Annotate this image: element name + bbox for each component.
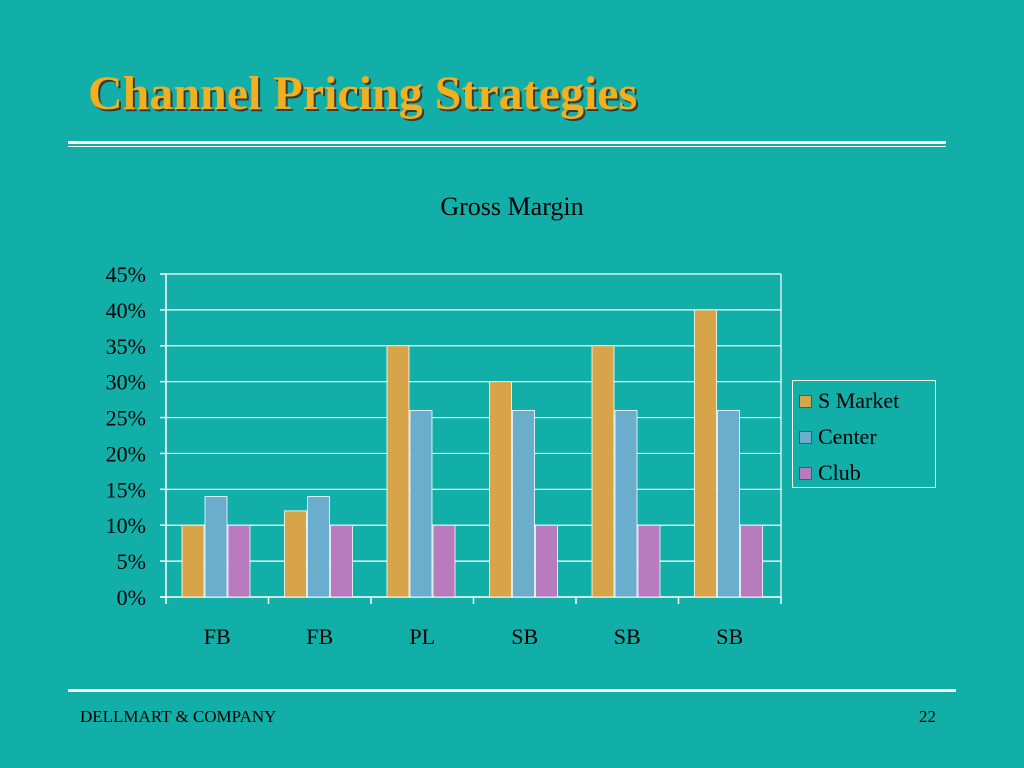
y-tick-label: 10%: [106, 513, 146, 538]
bar-club: [637, 524, 661, 598]
x-tick-label: PL: [409, 624, 435, 649]
y-tick-label: 40%: [106, 298, 146, 323]
bar-s-market: [489, 381, 512, 598]
legend-label-center: Center: [818, 424, 877, 449]
legend-label-club: Club: [818, 460, 861, 485]
legend-swatch-center: [799, 430, 812, 444]
legend-label-s-market: S Market: [818, 388, 900, 413]
axes: [160, 273, 782, 604]
page-number: 22: [919, 707, 936, 726]
bar-club: [740, 524, 763, 598]
legend-item-club: Club: [799, 458, 861, 488]
bar-s-market: [591, 345, 615, 598]
y-tick-label: 45%: [106, 262, 146, 287]
bar-club: [432, 524, 456, 598]
bar-club: [227, 524, 251, 598]
y-tick-label: 35%: [106, 334, 146, 359]
bar-club: [535, 524, 558, 598]
footer-company: DELLMART & COMPANY: [80, 707, 277, 726]
bar-s-market: [386, 345, 410, 598]
x-tick-label: SB: [716, 624, 743, 649]
bar-s-market: [181, 524, 205, 598]
gross-margin-chart: Gross Margin 0% 5% 10% 15% 20% 25% 30% 35% 40% 45…: [106, 192, 782, 649]
bar-center: [717, 409, 740, 598]
y-tick-label: 25%: [106, 406, 146, 431]
x-tick-label: SB: [511, 624, 538, 649]
bar-center: [307, 496, 330, 598]
bars: [181, 309, 763, 598]
chart-legend: S Market Center Club: [792, 380, 936, 488]
y-tick-label: 0%: [117, 585, 146, 610]
y-tick-label: 30%: [106, 370, 146, 395]
y-tick-label: 5%: [117, 549, 146, 574]
x-tick-label: FB: [306, 624, 333, 649]
bar-club: [330, 524, 353, 598]
x-tick-label: SB: [614, 624, 641, 649]
legend-item-center: Center: [799, 422, 877, 452]
legend-item-s-market: S Market: [799, 386, 899, 416]
bar-center: [512, 409, 535, 598]
legend-swatch-club: [799, 466, 812, 480]
y-tick-label: 20%: [106, 441, 146, 466]
bar-s-market: [284, 510, 307, 598]
legend-swatch-s-market: [799, 394, 812, 408]
chart-title: Gross Margin: [440, 192, 583, 221]
gridlines: [166, 273, 781, 562]
slide-title: Channel Pricing Strategies: [88, 67, 638, 120]
bar-center: [614, 409, 638, 598]
y-tick-label: 15%: [106, 477, 146, 502]
title-divider: [68, 141, 946, 144]
title-divider-thin: [68, 146, 946, 147]
footer-divider: [68, 689, 956, 692]
bar-s-market: [694, 309, 717, 598]
x-tick-label: FB: [204, 624, 231, 649]
bar-center: [204, 496, 228, 598]
axis-labels: 0% 5% 10% 15% 20% 25% 30% 35% 40% 45% FB FB PL SB SB SB: [106, 262, 744, 649]
bar-center: [409, 409, 433, 598]
